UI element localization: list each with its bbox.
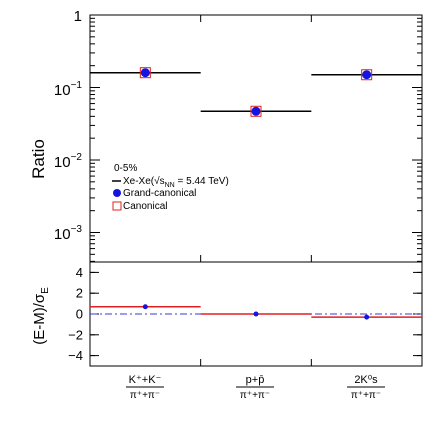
x-label-denominator: π⁺+π⁻	[240, 390, 270, 401]
x-label-k0s: 2K⁰s π⁺+π⁻	[347, 374, 385, 401]
bottom-y-tick-label: −2	[68, 327, 83, 342]
bottom-data-marks	[90, 304, 422, 320]
bottom-y-tick-label: 0	[76, 307, 83, 322]
x-label-numerator: 2K⁰s	[354, 374, 378, 386]
top-y-ticks	[90, 14, 422, 262]
legend-grand-canonical-label: Grand-canonical	[123, 188, 196, 199]
top-y-tick-label: 1	[74, 8, 82, 25]
bottom-y-tick-label: 4	[76, 265, 83, 280]
legend-canonical-label: Canonical	[123, 201, 167, 212]
legend-data-label: Xe-Xe(√sNN = 5.44 TeV)	[123, 175, 229, 189]
bottom-y-axis-label: (E-M)/σE	[31, 287, 51, 345]
bottom-y-ticks	[90, 271, 422, 366]
grand-canonical-marker	[362, 70, 372, 80]
bottom-y-tick-label: −4	[68, 348, 83, 363]
top-y-axis-label: Ratio	[29, 139, 48, 179]
grand-canonical-deviation-marker	[142, 304, 148, 310]
canonical-marker	[361, 69, 373, 81]
legend-centrality: 0-5%	[114, 163, 137, 174]
canonical-marker	[250, 105, 262, 117]
top-data-marks	[90, 67, 422, 117]
x-label-kaon: K⁺+K⁻ π⁺+π⁻	[126, 374, 164, 401]
x-label-proton: p+p̄ π⁺+π⁻	[236, 374, 274, 401]
x-category-labels: K⁺+K⁻ π⁺+π⁻ p+p̄ π⁺+π⁻ 2K⁰s π⁺+π⁻	[126, 374, 385, 401]
top-y-tick-label: 10−1	[54, 80, 83, 99]
top-y-tick-labels: 1 10−1 10−2 10−3	[54, 8, 83, 243]
grand-canonical-marker	[140, 68, 150, 78]
x-label-numerator: p+p̄	[246, 374, 265, 386]
x-label-numerator: K⁺+K⁻	[129, 374, 162, 386]
grand-canonical-marker	[251, 106, 261, 116]
legend-grand-canonical-marker	[113, 189, 121, 197]
legend: 0-5% Xe-Xe(√sNN = 5.44 TeV) Grand-canoni…	[112, 163, 229, 212]
legend-canonical-marker	[112, 201, 122, 211]
top-panel-frame	[89, 14, 423, 263]
top-y-tick-label: 10−3	[54, 224, 83, 243]
grand-canonical-deviation-marker	[364, 314, 370, 320]
canonical-marker	[139, 67, 151, 79]
top-panel	[89, 14, 423, 263]
top-y-tick-label: 10−2	[54, 152, 83, 171]
bottom-y-tick-labels: −4 −2 0 2 4	[68, 265, 83, 363]
x-label-denominator: π⁺+π⁻	[351, 390, 381, 401]
x-label-denominator: π⁺+π⁻	[130, 390, 160, 401]
bottom-y-tick-label: 2	[76, 286, 83, 301]
grand-canonical-deviation-marker	[253, 311, 259, 317]
